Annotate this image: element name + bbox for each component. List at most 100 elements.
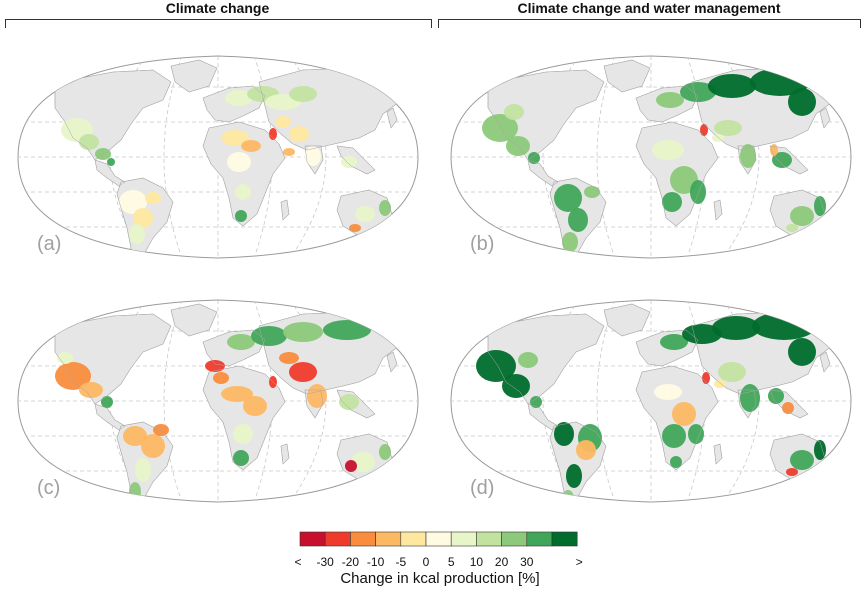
legend-tick-label: 20: [495, 555, 509, 569]
change-region: [672, 402, 696, 426]
change-region: [283, 148, 295, 156]
change-region: [135, 458, 151, 482]
change-region: [714, 380, 726, 388]
map-panel-c: (c): [17, 299, 419, 503]
change-region: [235, 210, 247, 222]
change-region: [351, 452, 375, 472]
change-region: [530, 396, 542, 408]
legend-swatch: [400, 531, 427, 547]
change-region: [213, 372, 229, 384]
change-region: [712, 316, 760, 340]
change-region: [289, 362, 317, 382]
legend-tick-label: 10: [470, 555, 484, 569]
change-region: [101, 396, 113, 408]
change-region: [688, 424, 704, 444]
change-region: [305, 146, 321, 166]
change-region: [562, 490, 574, 502]
header-climate-change: Climate change: [165, 0, 270, 16]
change-region: [702, 372, 710, 384]
legend-tick-label: 30: [520, 555, 534, 569]
legend-tick-label: -20: [342, 555, 360, 569]
change-region: [235, 184, 251, 200]
legend-swatch: [450, 531, 477, 547]
change-region: [554, 422, 574, 446]
change-region: [690, 180, 706, 204]
change-region: [355, 206, 375, 222]
change-region: [323, 320, 371, 340]
header-climate-water: Climate change and water management: [517, 0, 781, 16]
legend-title: Change in kcal production [%]: [340, 570, 540, 587]
map-panel-a: (a): [17, 55, 419, 259]
change-region: [225, 90, 253, 106]
change-region: [269, 128, 277, 140]
change-region: [814, 440, 826, 460]
legend-tick-label: >: [576, 555, 583, 569]
map-panel-d: (d): [450, 299, 852, 503]
legend-tick-label: -5: [395, 555, 406, 569]
change-region: [506, 136, 530, 156]
change-region: [502, 374, 530, 398]
change-region: [289, 126, 309, 142]
change-region: [656, 92, 684, 108]
change-region: [790, 206, 814, 226]
header-bracket-right: [438, 19, 861, 28]
change-region: [379, 444, 391, 460]
change-region: [814, 196, 826, 216]
change-region: [504, 104, 524, 120]
change-region: [660, 334, 688, 350]
change-region: [740, 384, 760, 412]
land-nz: [400, 231, 410, 249]
change-region: [662, 192, 682, 212]
panel-label: (a): [37, 233, 61, 255]
panel-label: (c): [37, 477, 60, 499]
change-region: [153, 424, 169, 436]
change-region: [786, 224, 798, 232]
change-region: [95, 148, 111, 160]
color-legend: < -30 -20 -10 -5 0 5 10 20 30 >: [294, 531, 583, 569]
change-region: [476, 350, 516, 382]
legend-tick-label: <: [294, 555, 301, 569]
map-panel-b: (b): [450, 55, 852, 259]
change-region: [682, 324, 722, 344]
change-region: [221, 386, 253, 402]
change-region: [768, 388, 784, 404]
change-region: [782, 402, 794, 414]
change-region: [233, 450, 249, 466]
change-region: [788, 88, 816, 116]
legend-tick-label: 5: [448, 555, 455, 569]
legend-swatch: [324, 531, 351, 547]
change-region: [141, 434, 165, 458]
change-region: [221, 130, 249, 146]
legend-swatch: [551, 531, 578, 547]
legend-swatch: [501, 531, 528, 547]
change-region: [584, 186, 600, 198]
land-nz: [833, 475, 843, 493]
legend-tick-label: 0: [423, 555, 430, 569]
change-region: [233, 424, 253, 444]
change-region: [714, 120, 742, 136]
change-region: [339, 394, 359, 410]
legend-tick-label: -30: [317, 555, 335, 569]
change-region: [576, 440, 596, 460]
change-region: [670, 456, 682, 468]
change-region: [788, 338, 816, 366]
change-region: [283, 322, 323, 342]
change-region: [654, 384, 682, 400]
change-region: [345, 460, 357, 472]
legend-tick-label: -10: [367, 555, 385, 569]
change-region: [79, 382, 103, 398]
change-region: [786, 468, 798, 476]
change-region: [349, 224, 361, 232]
change-region: [123, 426, 147, 446]
change-region: [129, 224, 145, 244]
change-region: [662, 424, 686, 448]
land-nz: [400, 475, 410, 493]
change-region: [772, 152, 792, 168]
change-region: [227, 334, 255, 350]
land-nz: [833, 231, 843, 249]
change-region: [718, 362, 746, 382]
legend-swatch: [350, 531, 376, 547]
change-region: [482, 114, 518, 142]
change-region: [562, 232, 578, 252]
change-region: [700, 124, 708, 136]
